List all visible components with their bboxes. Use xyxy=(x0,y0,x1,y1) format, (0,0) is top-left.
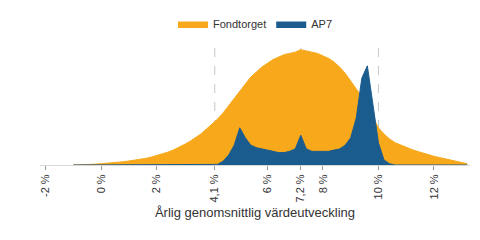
svg-text:AP7: AP7 xyxy=(311,18,332,30)
svg-text:-2 %: -2 % xyxy=(39,174,51,197)
svg-text:4,1 %: 4,1 % xyxy=(208,174,220,202)
svg-text:6 %: 6 % xyxy=(261,174,273,193)
svg-text:8 %: 8 % xyxy=(317,174,329,193)
svg-text:Årlig genomsnittlig värdeutvec: Årlig genomsnittlig värdeutveckling xyxy=(155,205,355,220)
svg-text:2 %: 2 % xyxy=(150,174,162,193)
svg-text:Fondtorget: Fondtorget xyxy=(213,18,266,30)
svg-text:0 %: 0 % xyxy=(95,174,107,193)
svg-text:10 %: 10 % xyxy=(372,174,384,199)
svg-text:12 %: 12 % xyxy=(428,174,440,199)
svg-text:7,2 %: 7,2 % xyxy=(294,174,306,202)
